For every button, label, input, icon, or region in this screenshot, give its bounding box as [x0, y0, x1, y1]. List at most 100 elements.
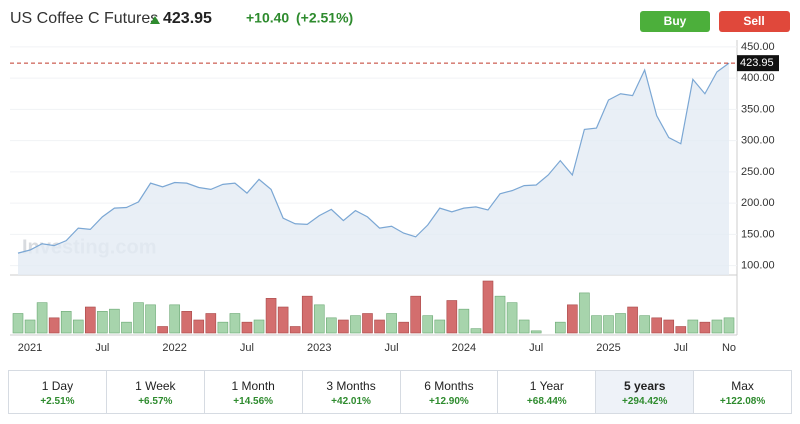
range-button[interactable]: 1 Month +14.56% — [205, 371, 303, 413]
volume-bar — [121, 321, 132, 334]
y-tick-label: 250.00 — [741, 166, 775, 178]
volume-bar — [12, 313, 24, 334]
x-tick-label: 2025 — [596, 342, 620, 354]
up-arrow — [150, 16, 160, 24]
volume-bar — [615, 313, 626, 334]
y-tick-label: 300.00 — [741, 135, 775, 147]
x-tick-label: 2021 — [18, 342, 42, 354]
volume-bar — [639, 315, 650, 334]
range-selector: 1 Day +2.51% 1 Week +6.57% 1 Month +14.56% 3 M… — [8, 370, 792, 414]
buy-label[interactable]: Buy — [664, 14, 687, 28]
title: US Coffee C Futures — [10, 10, 158, 27]
range-label[interactable]: 6 Months — [424, 379, 474, 393]
price: 423.95 — [163, 10, 212, 27]
volume-bar — [145, 304, 156, 334]
sell-button[interactable] — [719, 11, 790, 32]
buy-button[interactable] — [640, 11, 710, 32]
range-change[interactable]: +42.01% — [331, 396, 371, 407]
sell-label[interactable]: Sell — [743, 14, 764, 28]
y-tick-label: 200.00 — [741, 197, 775, 209]
volume-bar — [181, 311, 193, 334]
y-tick-label: 350.00 — [741, 103, 775, 115]
volume-bar — [362, 313, 373, 334]
y-tick-label: 450.00 — [741, 41, 775, 53]
range-label[interactable]: 3 Months — [326, 379, 376, 393]
volume-bar — [458, 308, 470, 334]
range-label[interactable]: 5 years — [624, 379, 666, 393]
range-button[interactable]: 1 Day +2.51% — [9, 371, 107, 413]
volume-bar — [109, 308, 120, 334]
volume-bar — [651, 317, 662, 334]
last-price-label: 423.95 — [740, 57, 774, 69]
volume-bar — [711, 319, 723, 334]
range-change[interactable]: +294.42% — [622, 396, 668, 407]
x-tick-label: Jul — [240, 342, 254, 354]
change: +10.40 — [246, 10, 289, 26]
range-button[interactable]: 6 Months +12.90% — [401, 371, 499, 413]
range-change[interactable]: +68.44% — [526, 396, 567, 407]
volume-bar — [277, 306, 289, 334]
y-tick-label: 150.00 — [741, 228, 775, 240]
volume-bar — [470, 328, 482, 334]
volume-bar — [422, 315, 434, 334]
chart: US Coffee C Futures 423.95 +10.40 (+2.51… — [10, 10, 790, 354]
change-pct: (+2.51%) — [296, 10, 353, 26]
volume-bar — [627, 306, 638, 334]
range-button[interactable]: 1 Week +6.57% — [107, 371, 205, 413]
range-button[interactable]: 5 years +294.42% — [596, 371, 695, 413]
volume-bar — [253, 319, 265, 334]
x-tick-label: Jul — [95, 342, 109, 354]
volume-bar — [85, 306, 96, 334]
x-tick-label: No — [722, 342, 736, 354]
range-button[interactable]: 1 Year +68.44% — [498, 371, 597, 413]
range-button[interactable]: 3 Months +42.01% — [303, 371, 401, 413]
volume-bar — [169, 304, 180, 334]
area-fill — [18, 63, 729, 275]
volume-bar — [723, 317, 735, 334]
price-line — [17, 62, 730, 254]
volume-bar — [446, 300, 458, 334]
range-label[interactable]: Max — [731, 379, 754, 393]
volume-bar — [265, 298, 277, 334]
range-label[interactable]: 1 Day — [41, 379, 74, 393]
range-label[interactable]: 1 Week — [135, 379, 176, 393]
volume-bar — [518, 319, 530, 334]
last-price-box — [737, 55, 779, 72]
volume-bar — [398, 321, 409, 334]
y-tick-label: 400.00 — [741, 72, 775, 84]
x-tick-label: Jul — [529, 342, 543, 354]
range-change[interactable]: +12.90% — [429, 396, 469, 407]
volume-bar — [350, 315, 361, 334]
volume-bar — [217, 321, 229, 334]
range-label[interactable]: 1 Month — [231, 379, 275, 393]
volume-bar — [205, 313, 217, 334]
volume-bar — [301, 295, 313, 334]
range-change[interactable]: +2.51% — [40, 396, 75, 407]
volume-bar — [72, 319, 84, 334]
volume-bar — [506, 302, 518, 334]
volume-bar — [410, 295, 421, 334]
x-tick-label: 2022 — [162, 342, 186, 354]
volume-bar — [157, 326, 168, 334]
volume-bar — [326, 317, 337, 334]
volume-bar — [482, 280, 494, 334]
range-change[interactable]: +6.57% — [138, 396, 173, 407]
volume-bar — [229, 313, 241, 334]
range-label[interactable]: 1 Year — [529, 379, 564, 393]
volume-bar — [530, 330, 542, 334]
range-button[interactable]: Max +122.08% — [694, 371, 791, 413]
y-tick-label: 100.00 — [741, 260, 775, 272]
volume-bar — [675, 326, 687, 334]
volume-bar — [24, 319, 36, 334]
range-change[interactable]: +122.08% — [719, 396, 766, 407]
volume-bar — [36, 302, 48, 334]
volume-bar — [603, 315, 614, 334]
range-change[interactable]: +14.56% — [233, 396, 274, 407]
volume-bar — [241, 321, 253, 334]
x-tick-label: 2024 — [452, 342, 476, 354]
volume-bar — [434, 319, 446, 334]
x-tick-label: Jul — [385, 342, 399, 354]
volume-bar — [554, 321, 566, 334]
volume-bar — [699, 321, 711, 334]
